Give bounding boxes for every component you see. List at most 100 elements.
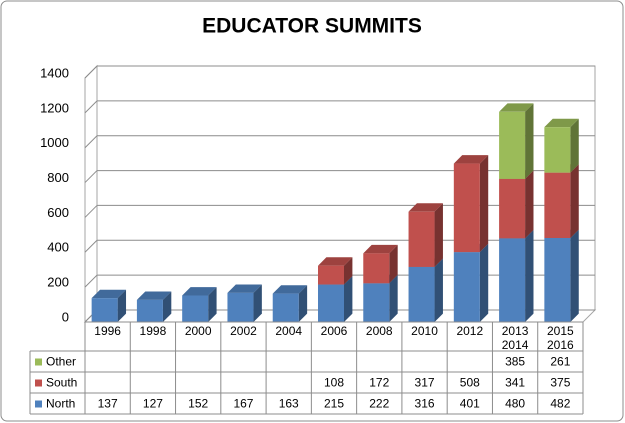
bar-side xyxy=(434,203,443,267)
bar-side xyxy=(570,164,579,238)
grid-line-side xyxy=(84,274,98,288)
x-tick-label: 2002 xyxy=(230,324,257,338)
bar-side xyxy=(208,287,217,322)
table-value: 108 xyxy=(324,376,344,390)
table-value: 222 xyxy=(369,397,389,411)
x-tick-label: 2015 2016 xyxy=(547,324,574,352)
table-value: 401 xyxy=(460,397,480,411)
grid-line-side xyxy=(84,100,98,114)
table-value: 508 xyxy=(460,376,480,390)
bar-side xyxy=(344,276,353,322)
bar-top xyxy=(91,289,127,299)
legend-label: North xyxy=(46,397,75,411)
bar xyxy=(363,253,390,284)
bar-side xyxy=(434,258,443,322)
bar-side xyxy=(525,229,534,322)
bar-top xyxy=(408,203,443,212)
x-tick-label: 2008 xyxy=(365,324,393,338)
grid-line-side xyxy=(84,135,98,149)
legend-swatch xyxy=(35,400,42,408)
bar xyxy=(318,265,344,285)
bar-side xyxy=(344,257,353,285)
legend-swatch xyxy=(35,379,42,387)
grid-line-side xyxy=(84,239,98,253)
table-value: 375 xyxy=(550,376,570,390)
table-value: 167 xyxy=(233,397,253,411)
table-value: 137 xyxy=(98,397,118,411)
bar xyxy=(453,252,480,322)
bar xyxy=(318,284,344,322)
legend-label: South xyxy=(46,376,77,390)
x-tick-label: 2000 xyxy=(184,324,212,338)
legend-swatch xyxy=(35,358,42,366)
bar xyxy=(91,298,118,322)
bar-top xyxy=(136,291,172,300)
y-tick-label: 200 xyxy=(47,275,69,290)
grid-line-side xyxy=(84,205,98,218)
y-tick-label: 400 xyxy=(47,240,69,255)
table-value: 152 xyxy=(188,397,208,411)
bar-side xyxy=(479,243,489,322)
bar xyxy=(182,295,209,322)
legend-label: Other xyxy=(46,355,76,369)
table-value: 127 xyxy=(143,397,163,411)
bar xyxy=(544,172,571,238)
bar-top xyxy=(453,155,489,164)
x-tick-label: 2010 xyxy=(411,324,438,338)
bar xyxy=(499,111,526,179)
table-value: 261 xyxy=(550,355,570,369)
bar-side xyxy=(389,244,398,284)
x-tick-label: 2004 xyxy=(275,324,303,338)
bar xyxy=(499,178,526,239)
table-value: 480 xyxy=(505,397,525,411)
table-value: 316 xyxy=(415,397,435,411)
y-tick-label: 1000 xyxy=(40,135,69,150)
bar-top xyxy=(499,103,534,112)
table-value: 215 xyxy=(324,397,344,411)
bar xyxy=(544,127,571,173)
bar-top xyxy=(544,118,579,128)
x-tick-label: 2006 xyxy=(320,324,348,338)
bar-side xyxy=(570,118,579,173)
table-value: 163 xyxy=(279,397,299,411)
bar-top xyxy=(318,257,353,266)
bar-side xyxy=(117,289,127,322)
grid-line-side xyxy=(84,170,98,183)
table-value: 341 xyxy=(505,376,525,390)
y-tick-label: 600 xyxy=(47,205,69,220)
bar-top xyxy=(272,285,308,294)
bar-side xyxy=(298,285,308,322)
bar-side xyxy=(570,229,579,322)
bar-side xyxy=(479,155,489,253)
grid-line-side xyxy=(84,65,98,79)
bar-side xyxy=(253,284,262,322)
bar-top xyxy=(182,287,217,296)
x-tick-label: 1998 xyxy=(139,324,167,338)
y-tick-label: 0 xyxy=(62,309,69,324)
table-value: 482 xyxy=(550,397,570,411)
bar xyxy=(227,292,254,322)
bar xyxy=(408,266,435,322)
bar xyxy=(408,211,435,267)
bar xyxy=(453,163,480,253)
bar xyxy=(544,237,571,322)
bar-top xyxy=(363,244,398,254)
bar-side xyxy=(162,291,172,322)
bar xyxy=(272,293,299,322)
bar-side xyxy=(525,170,534,239)
x-tick-label: 2012 xyxy=(456,324,484,338)
bar-top xyxy=(227,284,262,293)
bar xyxy=(136,299,163,322)
y-tick-label: 1200 xyxy=(40,100,69,115)
bar-side xyxy=(389,274,398,322)
x-tick-label: 2013 2014 xyxy=(501,324,529,352)
chart-title: EDUCATOR SUMMITS xyxy=(202,15,422,38)
x-tick-label: 1996 xyxy=(94,324,121,338)
side-wall xyxy=(84,64,98,324)
bar xyxy=(499,238,526,322)
y-tick-label: 1400 xyxy=(40,65,69,80)
table-value: 172 xyxy=(369,376,389,390)
table-value: 317 xyxy=(415,376,435,390)
